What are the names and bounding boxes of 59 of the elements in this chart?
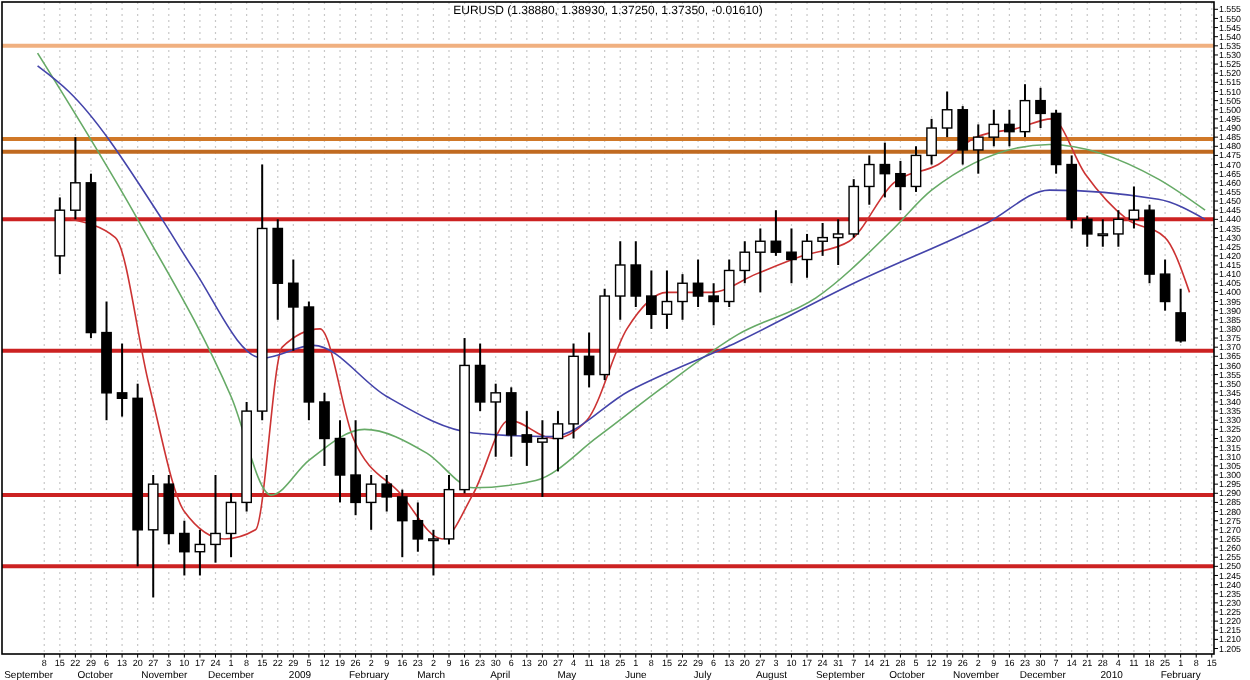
candlestick bbox=[895, 159, 906, 212]
candlestick bbox=[661, 269, 673, 330]
candlestick bbox=[630, 240, 642, 308]
candlestick bbox=[692, 258, 704, 308]
candlestick bbox=[490, 382, 502, 458]
candlestick bbox=[1113, 209, 1124, 248]
candlestick bbox=[474, 342, 486, 413]
candlestick bbox=[863, 154, 875, 206]
candlestick bbox=[537, 419, 548, 498]
candlestick bbox=[70, 136, 81, 221]
candlestick bbox=[817, 221, 828, 257]
candlestick bbox=[646, 269, 657, 330]
candlestick bbox=[1159, 258, 1171, 312]
candlestick bbox=[941, 90, 953, 139]
candlestick bbox=[957, 105, 969, 166]
candlestick bbox=[910, 145, 922, 193]
candlestick bbox=[396, 488, 408, 559]
candlestick bbox=[801, 232, 813, 279]
candlestick bbox=[225, 492, 237, 559]
candlestick bbox=[147, 474, 159, 599]
candlestick bbox=[1019, 83, 1031, 139]
candlestick bbox=[1128, 185, 1140, 230]
candlestick bbox=[334, 419, 346, 504]
line-series bbox=[36, 65, 1206, 438]
candlestick bbox=[287, 258, 299, 352]
candlestick bbox=[116, 342, 128, 418]
candlestick bbox=[614, 240, 626, 321]
candlestick bbox=[786, 227, 797, 285]
candlestick bbox=[739, 240, 751, 285]
candlestick bbox=[505, 386, 517, 458]
candlestick bbox=[210, 474, 221, 564]
candlestick bbox=[1175, 287, 1187, 344]
candlestick bbox=[754, 227, 766, 294]
candlestick bbox=[1097, 218, 1109, 248]
candlestick bbox=[848, 178, 860, 239]
candlestick bbox=[708, 282, 719, 327]
candlestick bbox=[723, 258, 735, 308]
candlestick bbox=[583, 331, 595, 389]
candlestick bbox=[350, 419, 361, 517]
candlestick bbox=[178, 519, 190, 577]
candlestick bbox=[1081, 214, 1093, 248]
candlestick bbox=[381, 474, 393, 513]
candlestick bbox=[54, 196, 66, 276]
candlestick bbox=[428, 528, 439, 577]
candlestick bbox=[1035, 86, 1046, 130]
candlestick bbox=[926, 117, 937, 166]
candlestick bbox=[677, 273, 688, 321]
candlestick bbox=[770, 209, 782, 257]
candlestick bbox=[832, 218, 844, 266]
candlestick bbox=[319, 391, 330, 467]
candlestick bbox=[552, 410, 564, 473]
candlestick bbox=[972, 123, 984, 175]
line-series bbox=[36, 52, 1206, 496]
candlestick bbox=[521, 410, 533, 467]
candlestick bbox=[1004, 108, 1015, 148]
candlestick bbox=[879, 141, 891, 199]
candlestick bbox=[365, 474, 377, 531]
candlestick bbox=[412, 501, 424, 553]
candlestick bbox=[988, 108, 1000, 148]
